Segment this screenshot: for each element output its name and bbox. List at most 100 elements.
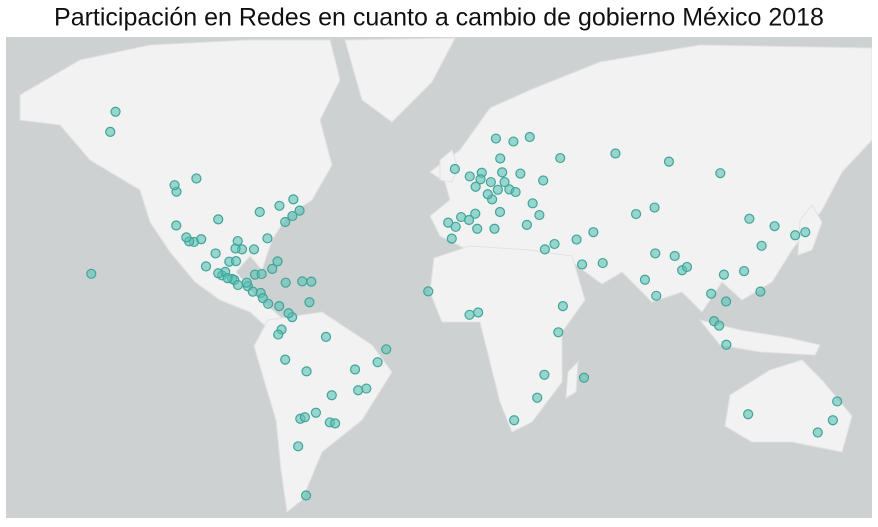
location-point (681, 261, 693, 273)
location-point (521, 219, 532, 230)
location-point (105, 126, 116, 137)
location-point (310, 407, 322, 418)
location-point (280, 216, 291, 228)
location-point (527, 198, 538, 209)
location-point (639, 274, 651, 285)
location-point (280, 354, 291, 365)
location-point (706, 288, 717, 299)
location-point (222, 273, 233, 284)
location-point (449, 163, 460, 175)
title: Participación en Redes en cuanto a cambi… (54, 4, 824, 32)
location-point (230, 256, 242, 267)
location-point (510, 186, 521, 198)
location-point (508, 136, 519, 147)
location-point (304, 297, 315, 308)
location-point (464, 171, 475, 182)
location-point (256, 268, 267, 280)
location-point (470, 208, 481, 219)
location-point (326, 390, 337, 401)
location-point (532, 392, 543, 403)
britain (439, 149, 459, 183)
location-point (254, 206, 265, 218)
location-point (744, 213, 755, 224)
location-point (300, 490, 312, 501)
location-point (755, 286, 766, 297)
location-point (800, 227, 811, 238)
location-point (669, 250, 680, 262)
location-point (349, 364, 361, 375)
location-point (110, 106, 121, 117)
location-point (287, 210, 298, 222)
location-point (571, 234, 582, 245)
location-point (361, 383, 372, 394)
location-point (494, 206, 506, 218)
location-point (549, 238, 560, 250)
location-point (482, 189, 493, 200)
location-point (715, 168, 726, 179)
location-point (538, 175, 549, 186)
location-point (210, 248, 221, 259)
location-point (555, 152, 566, 164)
location-point (534, 209, 545, 221)
location-point (475, 174, 486, 185)
location-point (588, 227, 599, 238)
location-point (509, 415, 520, 426)
location-point (191, 173, 202, 184)
location-point (86, 268, 97, 279)
location-point (651, 290, 662, 301)
location-point (553, 327, 564, 338)
location-point (495, 153, 506, 164)
location-point (299, 412, 310, 423)
location-point (263, 298, 274, 309)
location-point (464, 309, 475, 320)
points (86, 106, 843, 501)
location-point (539, 369, 550, 380)
location-point (297, 276, 308, 287)
location-point (280, 277, 291, 288)
location-point (301, 366, 312, 377)
map (6, 37, 872, 518)
location-point (515, 168, 526, 179)
location-point (718, 269, 730, 280)
location-point (769, 221, 780, 232)
location-point (273, 329, 284, 340)
location-point (169, 180, 180, 191)
location-point (443, 217, 454, 228)
location-point (171, 220, 182, 231)
location-point (497, 167, 508, 178)
location-point (294, 205, 305, 216)
location-point (450, 221, 461, 232)
greenland (344, 37, 456, 123)
location-point (463, 214, 475, 226)
location-point (827, 415, 838, 426)
location-point (232, 279, 244, 291)
location-point (200, 261, 212, 272)
location-point (213, 268, 224, 279)
madagascar (565, 360, 579, 399)
location-point (353, 385, 364, 396)
location-point (330, 418, 341, 429)
location-point (714, 320, 725, 331)
location-point (597, 257, 608, 269)
location-point (288, 194, 299, 205)
location-point (423, 286, 434, 297)
location-point (790, 230, 801, 241)
location-point (610, 148, 621, 159)
location-point (248, 244, 260, 255)
location-point (473, 307, 484, 318)
location-point (720, 296, 732, 307)
location-point (539, 244, 550, 255)
location-point (576, 259, 588, 270)
location-point (649, 202, 660, 213)
location-point (721, 339, 732, 350)
location-point (524, 131, 535, 143)
location-point (241, 277, 252, 288)
location-point (489, 223, 500, 234)
location-point (578, 372, 590, 383)
location-point (272, 256, 283, 267)
location-point (267, 263, 278, 274)
location-point (812, 427, 823, 438)
location-point (630, 208, 642, 220)
location-point (381, 344, 392, 355)
